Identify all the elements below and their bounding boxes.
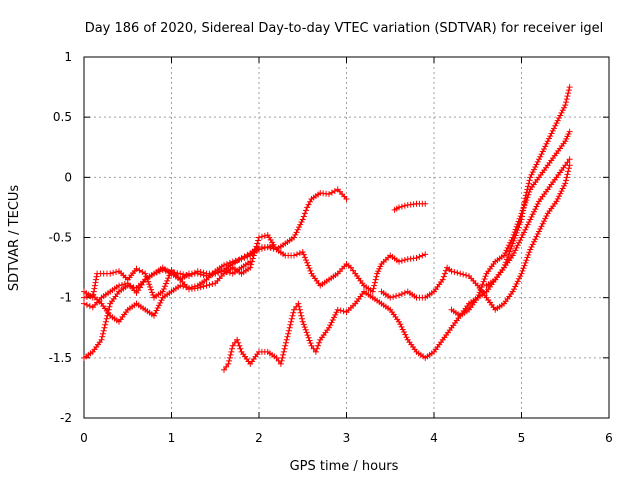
grid-lines	[84, 57, 609, 418]
series-7	[378, 162, 573, 313]
series-line	[451, 131, 571, 317]
y-tick-label: -1.5	[49, 351, 72, 365]
series-markers	[391, 200, 429, 213]
chart-title: Day 186 of 2020, Sidereal Day-to-day VTE…	[85, 21, 604, 36]
y-tick-label: -0.5	[49, 231, 72, 245]
y-tick-label: -2	[60, 411, 72, 425]
series-4	[81, 258, 254, 311]
x-tick-label: 4	[430, 431, 438, 445]
series-5	[221, 156, 573, 373]
x-tick-label: 3	[343, 431, 351, 445]
y-tick-label: 0	[64, 170, 72, 184]
data-series	[81, 84, 573, 373]
series-markers	[448, 128, 573, 319]
x-axis-title: GPS time / hours	[290, 459, 399, 474]
x-tick-label: 1	[168, 431, 176, 445]
x-tick-label: 6	[605, 431, 613, 445]
x-tick-label: 5	[518, 431, 526, 445]
series-markers	[81, 242, 276, 325]
series-markers	[81, 258, 254, 311]
y-tick-label: 0.5	[53, 110, 72, 124]
series-8	[448, 128, 573, 319]
series-line	[83, 245, 273, 323]
series-line	[223, 158, 571, 371]
series-9	[483, 84, 573, 289]
x-tick-label: 0	[80, 431, 88, 445]
series-6	[391, 200, 429, 213]
series-markers	[221, 156, 573, 373]
series-3	[81, 242, 276, 325]
x-tick-label: 2	[255, 431, 263, 445]
x-axis-ticks: 0 1 2 3 4 5 6	[80, 57, 613, 445]
series-markers	[483, 84, 573, 289]
y-axis-title: SDTVAR / TECUs	[7, 185, 22, 292]
y-tick-label: -1	[60, 291, 72, 305]
series-markers	[378, 162, 573, 313]
y-tick-label: 1	[64, 50, 72, 64]
